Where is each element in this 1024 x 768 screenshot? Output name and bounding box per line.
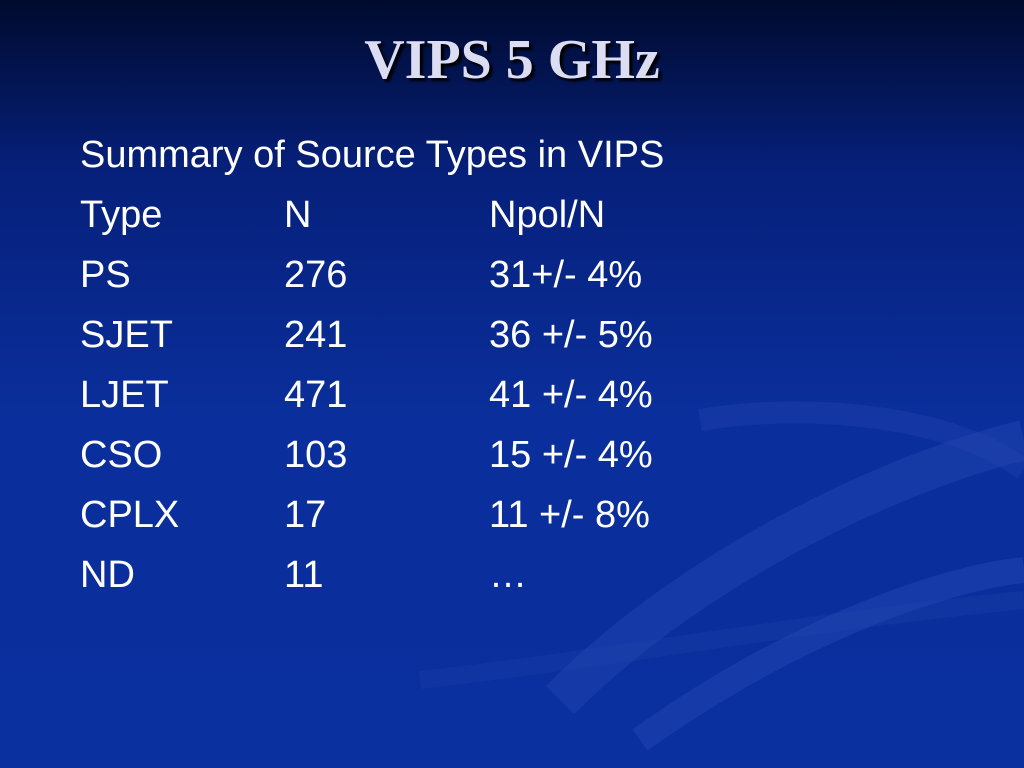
table-cell: 471 xyxy=(284,374,348,416)
table-cell: … xyxy=(489,554,527,596)
table-cell: 11 +/- 8% xyxy=(489,494,650,536)
table-cell: LJET xyxy=(80,374,169,416)
table-cell: 31+/- 4% xyxy=(489,254,643,296)
table-cell: CSO xyxy=(80,434,163,476)
table-cell: N xyxy=(284,194,312,236)
table-cell: Npol/N xyxy=(489,194,606,236)
table-cell: 41 +/- 4% xyxy=(489,374,653,416)
table-cell: SJET xyxy=(80,314,173,356)
table-cell: CPLX xyxy=(80,494,180,536)
table-cell: ND xyxy=(80,554,135,596)
table-cell: 15 +/- 4% xyxy=(489,434,653,476)
table-cell: Type xyxy=(80,194,163,236)
subtitle: Summary of Source Types in VIPS xyxy=(80,134,665,176)
table-cell: 241 xyxy=(284,314,348,356)
table-cell: 276 xyxy=(284,254,348,296)
table-cell: 11 xyxy=(284,554,324,596)
table-cell: 36 +/- 5% xyxy=(489,314,653,356)
table-cell: 103 xyxy=(284,434,348,476)
table-cell: 17 xyxy=(284,494,327,536)
table-cell: PS xyxy=(80,254,131,296)
slide-title: VIPS 5 GHz xyxy=(364,29,660,91)
